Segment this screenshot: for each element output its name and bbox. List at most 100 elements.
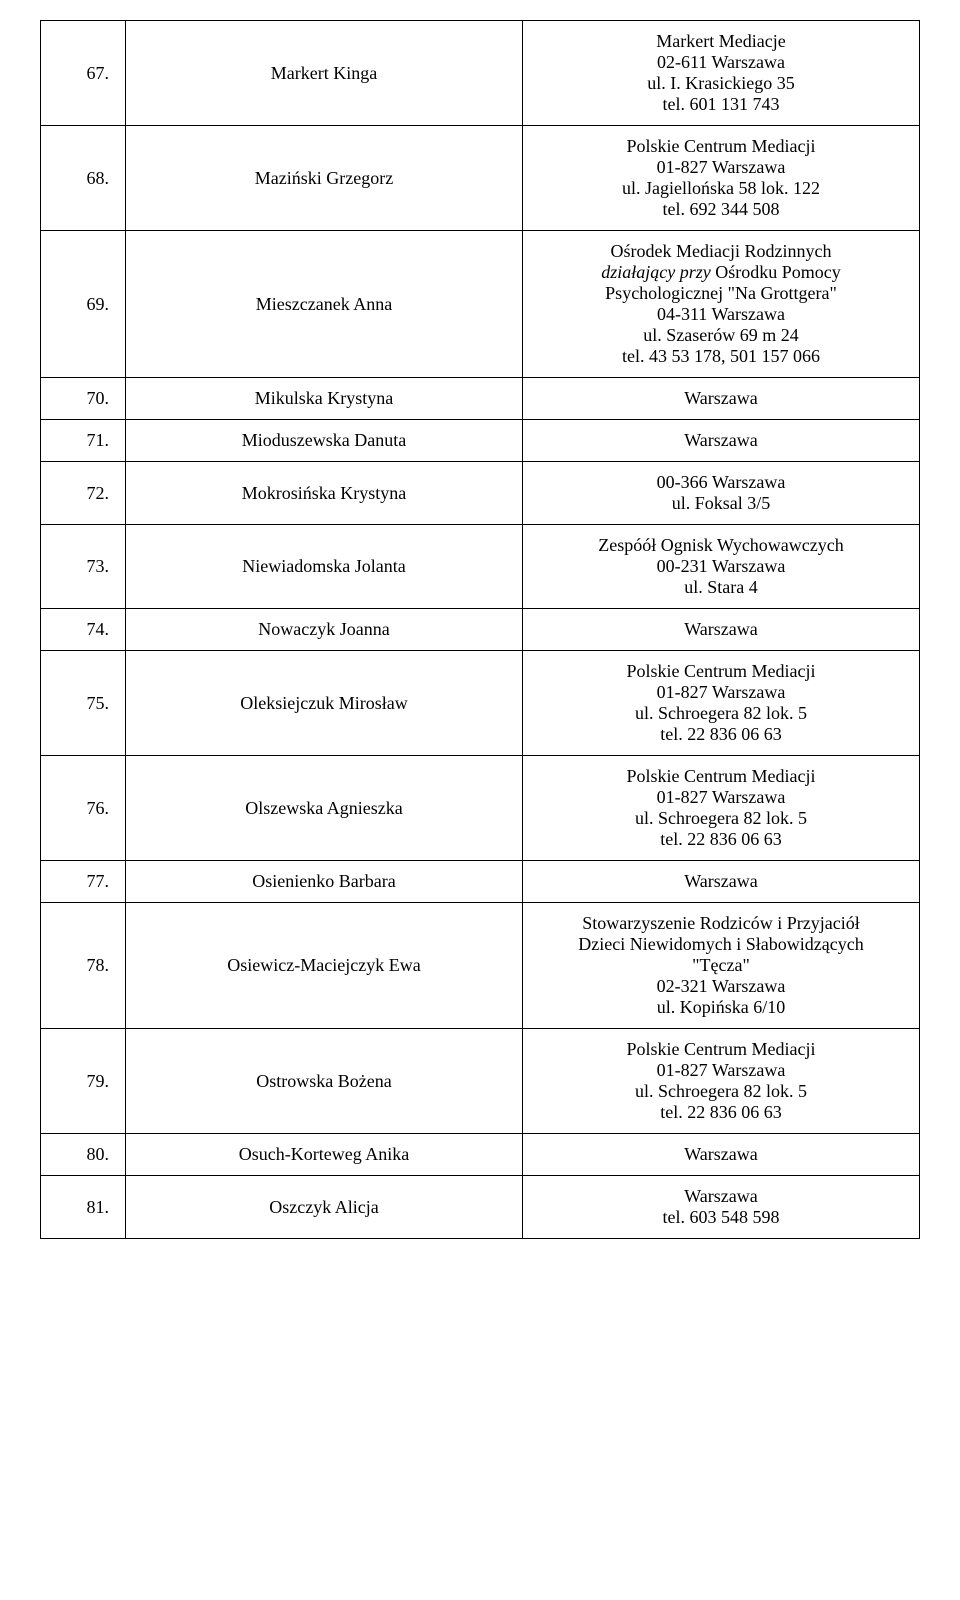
info-line: ul. Stara 4 bbox=[531, 577, 911, 598]
row-name: Olszewska Agnieszka bbox=[126, 756, 523, 861]
row-info: Warszawatel. 603 548 598 bbox=[523, 1176, 920, 1239]
row-info: Stowarzyszenie Rodziców i PrzyjaciółDzie… bbox=[523, 903, 920, 1029]
row-info: Polskie Centrum Mediacji01-827 Warszawau… bbox=[523, 756, 920, 861]
info-line: ul. Jagiellońska 58 lok. 122 bbox=[531, 178, 911, 199]
info-line: ul. Foksal 3/5 bbox=[531, 493, 911, 514]
info-line: ul. Kopińska 6/10 bbox=[531, 997, 911, 1018]
info-line: ul. Schroegera 82 lok. 5 bbox=[531, 1081, 911, 1102]
info-line: Polskie Centrum Mediacji bbox=[531, 766, 911, 787]
row-name: Niewiadomska Jolanta bbox=[126, 525, 523, 609]
info-line: 01-827 Warszawa bbox=[531, 1060, 911, 1081]
row-number: 81. bbox=[41, 1176, 126, 1239]
info-italic-prefix: działający przy bbox=[601, 262, 715, 282]
info-line: 00-231 Warszawa bbox=[531, 556, 911, 577]
info-line: 01-827 Warszawa bbox=[531, 787, 911, 808]
info-line: ul. Schroegera 82 lok. 5 bbox=[531, 703, 911, 724]
table-row: 80.Osuch-Korteweg Anika Warszawa bbox=[41, 1134, 920, 1176]
row-info: Warszawa bbox=[523, 861, 920, 903]
table-row: 76.Olszewska AgnieszkaPolskie Centrum Me… bbox=[41, 756, 920, 861]
info-line: Ośrodek Mediacji Rodzinnych bbox=[531, 241, 911, 262]
info-line: ul. Szaserów 69 m 24 bbox=[531, 325, 911, 346]
row-number: 68. bbox=[41, 126, 126, 231]
row-number: 80. bbox=[41, 1134, 126, 1176]
table-row: 69.Mieszczanek AnnaOśrodek Mediacji Rodz… bbox=[41, 231, 920, 378]
mediators-table: 67.Markert KingaMarkert Mediacje02-611 W… bbox=[40, 20, 920, 1239]
info-line: działający przy Ośrodku Pomocy bbox=[531, 262, 911, 283]
table-row: 67.Markert KingaMarkert Mediacje02-611 W… bbox=[41, 21, 920, 126]
row-name: Osiewicz-Maciejczyk Ewa bbox=[126, 903, 523, 1029]
row-name: Maziński Grzegorz bbox=[126, 126, 523, 231]
row-number: 79. bbox=[41, 1029, 126, 1134]
table-row: 73.Niewiadomska JolantaZespóół Ognisk Wy… bbox=[41, 525, 920, 609]
info-line: Warszawa bbox=[531, 388, 911, 409]
table-row: 71.Mioduszewska Danuta Warszawa bbox=[41, 420, 920, 462]
row-name: Markert Kinga bbox=[126, 21, 523, 126]
table-row: 78.Osiewicz-Maciejczyk EwaStowarzyszenie… bbox=[41, 903, 920, 1029]
row-name: Mioduszewska Danuta bbox=[126, 420, 523, 462]
row-number: 75. bbox=[41, 651, 126, 756]
table-row: 70.Mikulska Krystyna Warszawa bbox=[41, 378, 920, 420]
info-line: tel. 43 53 178, 501 157 066 bbox=[531, 346, 911, 367]
row-number: 71. bbox=[41, 420, 126, 462]
info-line: 02-321 Warszawa bbox=[531, 976, 911, 997]
info-line: Polskie Centrum Mediacji bbox=[531, 661, 911, 682]
table-row: 68.Maziński GrzegorzPolskie Centrum Medi… bbox=[41, 126, 920, 231]
info-line: "Tęcza" bbox=[531, 955, 911, 976]
info-line: Stowarzyszenie Rodziców i Przyjaciół bbox=[531, 913, 911, 934]
row-number: 72. bbox=[41, 462, 126, 525]
info-line: Polskie Centrum Mediacji bbox=[531, 136, 911, 157]
info-line: Zespóół Ognisk Wychowawczych bbox=[531, 535, 911, 556]
table-row: 75.Oleksiejczuk Mirosław Polskie Centrum … bbox=[41, 651, 920, 756]
info-line: ul. Schroegera 82 lok. 5 bbox=[531, 808, 911, 829]
info-line: tel. 22 836 06 63 bbox=[531, 1102, 911, 1123]
row-info: Warszawa bbox=[523, 378, 920, 420]
row-info: Zespóół Ognisk Wychowawczych00-231 Warsz… bbox=[523, 525, 920, 609]
info-text-rest: Ośrodku Pomocy bbox=[715, 262, 841, 282]
table-row: 77.Osienienko Barbara Warszawa bbox=[41, 861, 920, 903]
info-line: Warszawa bbox=[531, 430, 911, 451]
info-line: 04-311 Warszawa bbox=[531, 304, 911, 325]
row-number: 74. bbox=[41, 609, 126, 651]
document-page: 67.Markert KingaMarkert Mediacje02-611 W… bbox=[0, 0, 960, 1259]
row-name: Nowaczyk Joanna bbox=[126, 609, 523, 651]
row-number: 69. bbox=[41, 231, 126, 378]
info-line: tel. 22 836 06 63 bbox=[531, 724, 911, 745]
row-info: Markert Mediacje02-611 Warszawaul. I. Kr… bbox=[523, 21, 920, 126]
row-name: Mieszczanek Anna bbox=[126, 231, 523, 378]
row-number: 70. bbox=[41, 378, 126, 420]
info-line: tel. 22 836 06 63 bbox=[531, 829, 911, 850]
table-row: 79.Ostrowska BożenaPolskie Centrum Media… bbox=[41, 1029, 920, 1134]
table-row: 81.Oszczyk AlicjaWarszawatel. 603 548 59… bbox=[41, 1176, 920, 1239]
row-number: 76. bbox=[41, 756, 126, 861]
table-row: 72.Mokrosińska Krystyna 00-366 Warszawaul… bbox=[41, 462, 920, 525]
row-name: Oszczyk Alicja bbox=[126, 1176, 523, 1239]
row-info: Warszawa bbox=[523, 1134, 920, 1176]
info-line: tel. 603 548 598 bbox=[531, 1207, 911, 1228]
row-name: Mikulska Krystyna bbox=[126, 378, 523, 420]
row-name: Mokrosińska Krystyna bbox=[126, 462, 523, 525]
row-name: Oleksiejczuk Mirosław bbox=[126, 651, 523, 756]
info-line: Psychologicznej "Na Grottgera" bbox=[531, 283, 911, 304]
info-line: Markert Mediacje bbox=[531, 31, 911, 52]
info-line: ul. I. Krasickiego 35 bbox=[531, 73, 911, 94]
row-info: Ośrodek Mediacji Rodzinnychdziałający pr… bbox=[523, 231, 920, 378]
info-line: Warszawa bbox=[531, 1186, 911, 1207]
row-name: Osuch-Korteweg Anika bbox=[126, 1134, 523, 1176]
info-line: 00-366 Warszawa bbox=[531, 472, 911, 493]
info-line: Warszawa bbox=[531, 1144, 911, 1165]
row-name: Ostrowska Bożena bbox=[126, 1029, 523, 1134]
info-line: Polskie Centrum Mediacji bbox=[531, 1039, 911, 1060]
info-line: Warszawa bbox=[531, 871, 911, 892]
info-line: tel. 601 131 743 bbox=[531, 94, 911, 115]
info-line: 01-827 Warszawa bbox=[531, 157, 911, 178]
row-name: Osienienko Barbara bbox=[126, 861, 523, 903]
row-info: Warszawa bbox=[523, 420, 920, 462]
row-number: 73. bbox=[41, 525, 126, 609]
row-info: Polskie Centrum Mediacji01-827 Warszawau… bbox=[523, 126, 920, 231]
row-number: 77. bbox=[41, 861, 126, 903]
info-line: Dzieci Niewidomych i Słabowidzących bbox=[531, 934, 911, 955]
info-line: 02-611 Warszawa bbox=[531, 52, 911, 73]
row-info: Polskie Centrum Mediacji01-827 Warszawau… bbox=[523, 1029, 920, 1134]
table-row: 74.Nowaczyk Joanna Warszawa bbox=[41, 609, 920, 651]
info-line: Warszawa bbox=[531, 619, 911, 640]
